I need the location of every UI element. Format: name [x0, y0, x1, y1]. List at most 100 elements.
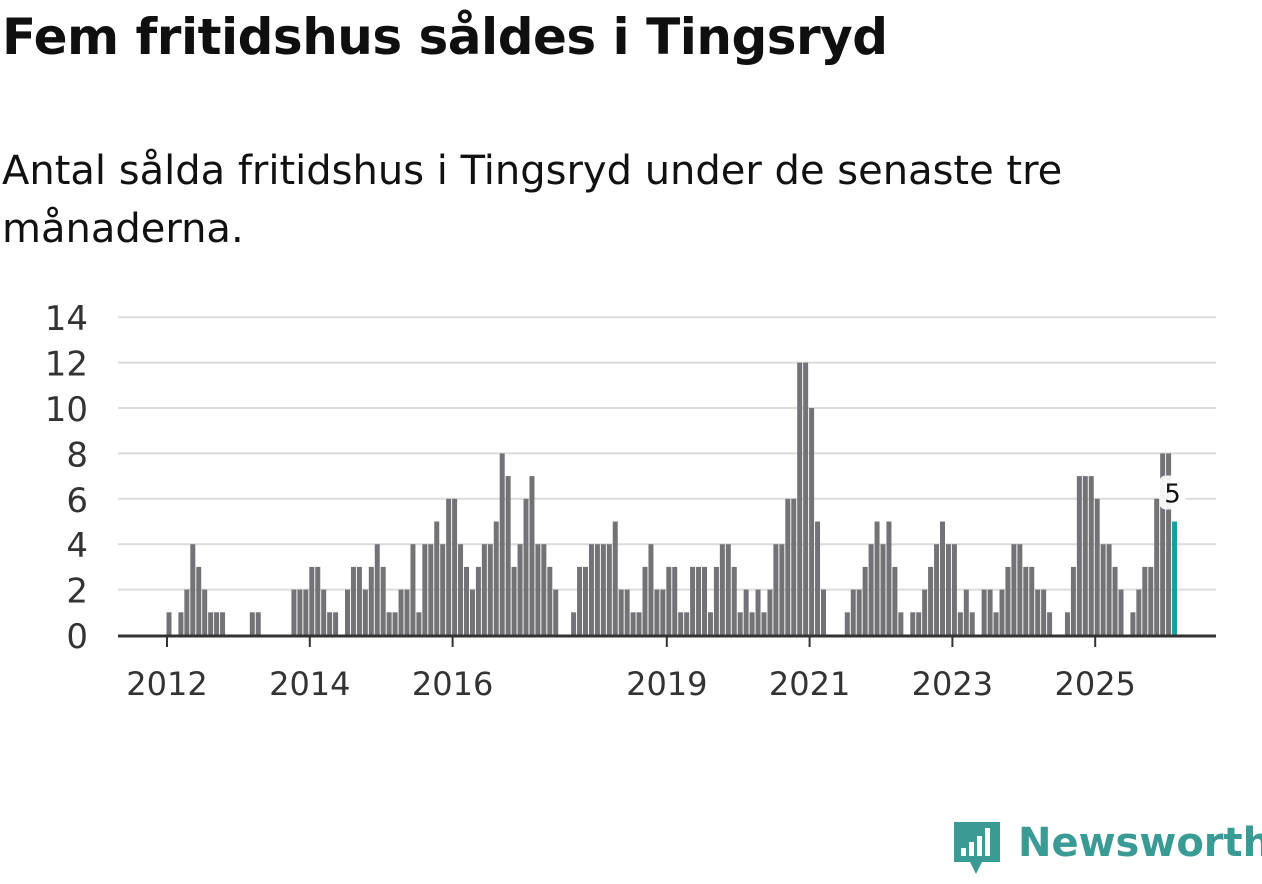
y-axis-ticks: 0 2 4 6 8 10 12 14	[45, 299, 88, 657]
bar	[434, 521, 440, 635]
bar	[517, 544, 523, 635]
bar	[1106, 544, 1112, 635]
bar	[600, 544, 606, 635]
bar	[1112, 566, 1118, 635]
x-tick-label: 2025	[1054, 665, 1135, 703]
bar	[1035, 589, 1041, 635]
bar	[297, 589, 303, 635]
x-tick-label: 2014	[269, 665, 350, 703]
highlight-value-label: 5	[1164, 480, 1181, 510]
bar	[702, 566, 707, 635]
bar	[850, 589, 856, 635]
bar	[993, 612, 999, 635]
bar	[987, 589, 993, 635]
bar	[815, 521, 821, 635]
bar	[392, 612, 398, 635]
bar	[208, 612, 214, 635]
bar	[618, 589, 624, 635]
bar	[969, 612, 975, 635]
bar	[529, 476, 535, 635]
bar	[707, 612, 713, 635]
chart-title: Fem fritidshus såldes i Tingsryd	[2, 8, 888, 66]
bar	[368, 566, 374, 635]
bar	[571, 612, 577, 635]
bar	[553, 589, 559, 635]
bar	[446, 498, 452, 635]
bar	[481, 544, 487, 635]
bar	[214, 612, 220, 635]
bar	[981, 589, 987, 635]
bar	[1148, 566, 1154, 635]
highlight-bar	[1172, 521, 1178, 635]
bar	[666, 566, 672, 635]
bar	[731, 566, 737, 635]
bar	[428, 544, 434, 635]
bar	[696, 566, 702, 635]
bar	[951, 544, 957, 635]
bar	[1100, 544, 1106, 635]
bar	[1154, 498, 1160, 635]
x-tick-label: 2019	[626, 665, 707, 703]
bar	[642, 566, 648, 635]
bar	[910, 612, 916, 635]
bar	[874, 521, 880, 635]
bar	[654, 589, 660, 635]
bar	[1023, 566, 1029, 635]
bar	[1088, 476, 1094, 635]
bar-chart: 0 2 4 6 8 10 12 14 2012 2014 2016 2019 2021 2023 2025…	[45, 299, 1216, 703]
bar	[196, 566, 202, 635]
bar	[755, 589, 761, 635]
bar	[1064, 612, 1070, 635]
bar	[577, 566, 583, 635]
bar	[1005, 566, 1011, 635]
y-tick-label: 6	[66, 481, 88, 521]
bar	[1082, 476, 1088, 635]
x-axis-ticks: 2012 2014 2016 2019 2021 2023 2025	[126, 637, 1136, 703]
bar	[868, 544, 874, 635]
bar	[547, 566, 553, 635]
bar	[588, 544, 594, 635]
bar	[499, 453, 505, 635]
bar	[672, 566, 678, 635]
bar	[178, 612, 184, 635]
bar	[725, 544, 731, 635]
bar	[380, 566, 386, 635]
bar	[356, 566, 362, 635]
bar	[660, 589, 666, 635]
bar	[779, 544, 785, 635]
bar	[803, 362, 809, 635]
bar	[404, 589, 410, 635]
bar	[773, 544, 779, 635]
bar	[291, 589, 297, 635]
bar	[886, 521, 892, 635]
bar	[761, 612, 767, 635]
y-tick-label: 2	[66, 572, 88, 612]
bar	[458, 544, 464, 635]
bar	[303, 589, 309, 635]
y-tick-label: 10	[45, 390, 88, 430]
bar	[999, 589, 1005, 635]
bar	[1130, 612, 1136, 635]
bar	[249, 612, 255, 635]
bar	[422, 544, 428, 635]
bar	[398, 589, 404, 635]
bar	[452, 498, 458, 635]
bar	[583, 566, 588, 635]
bar	[713, 566, 719, 635]
bar	[743, 589, 749, 635]
x-tick-label: 2021	[769, 665, 850, 703]
grid-lines	[118, 316, 1216, 591]
x-tick-label: 2023	[912, 665, 993, 703]
newsworthy-logo-text: Newsworthy	[1018, 820, 1262, 866]
bar	[719, 544, 725, 635]
bar	[350, 566, 356, 635]
bar	[493, 521, 499, 635]
bar	[1136, 589, 1142, 635]
bar	[1047, 612, 1053, 635]
bar	[475, 566, 481, 635]
bar	[1011, 544, 1017, 635]
bar	[809, 408, 815, 635]
bar	[791, 498, 797, 635]
bar	[523, 498, 529, 635]
bar	[797, 362, 803, 635]
